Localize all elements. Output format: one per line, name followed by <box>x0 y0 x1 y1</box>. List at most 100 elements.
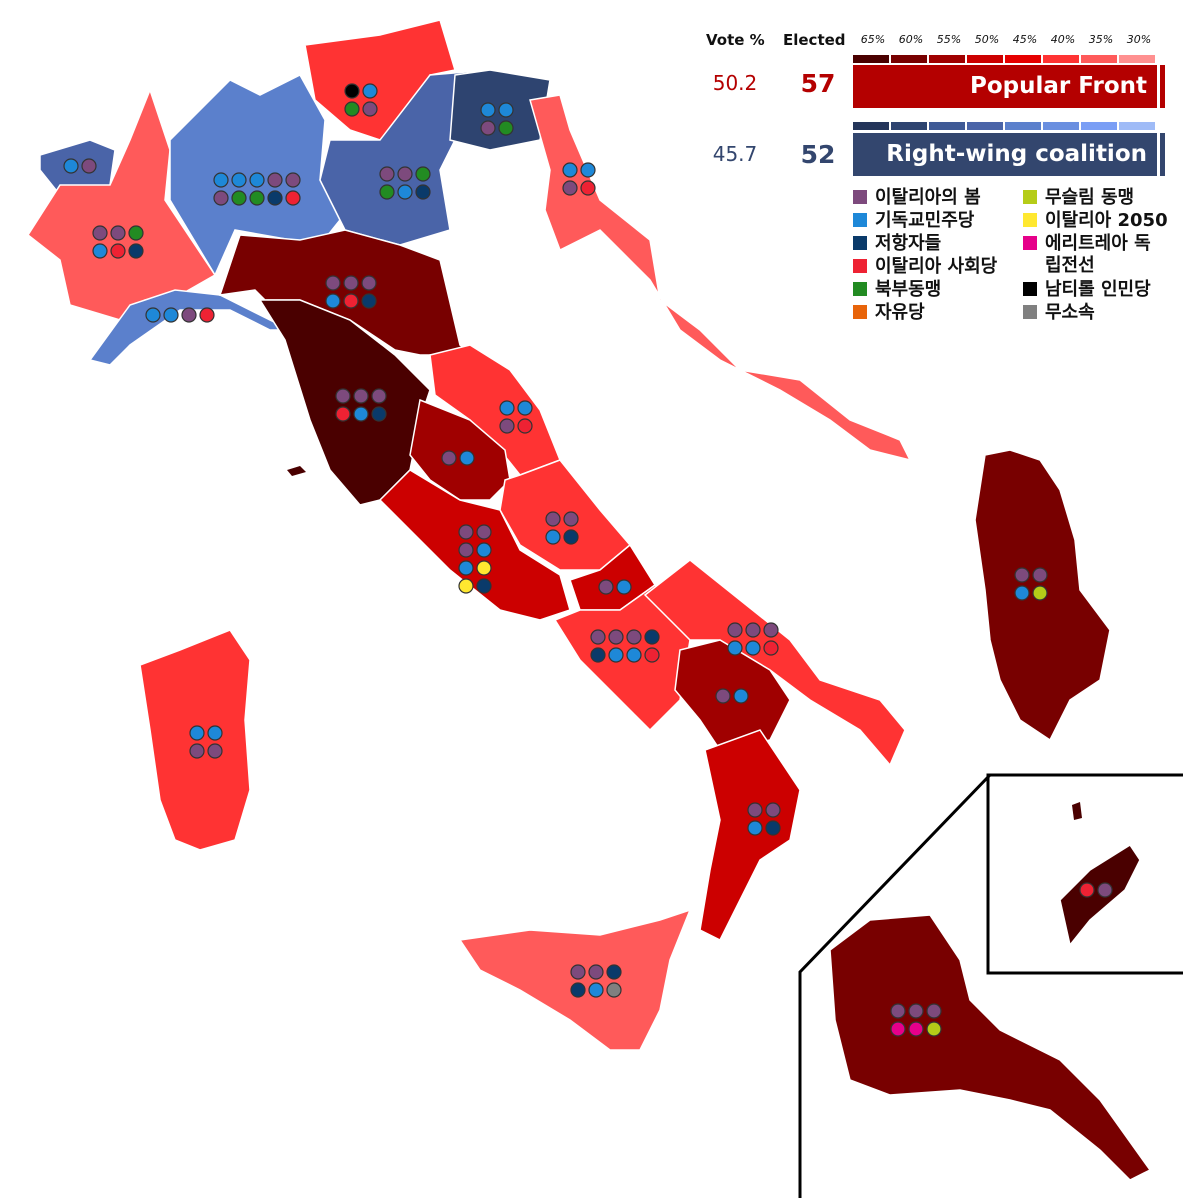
seat-dot-red <box>763 640 779 656</box>
legend-label: 기독교민주당 <box>875 210 975 231</box>
legend-swatch <box>853 190 867 204</box>
scale-swatch <box>891 55 927 63</box>
region-calabria[interactable] <box>699 729 801 942</box>
seat-dot-blue <box>745 640 761 656</box>
seat-dot-purple <box>570 964 586 980</box>
scale-swatch <box>1005 122 1041 130</box>
seat-dot-purple <box>588 964 604 980</box>
seat-dot-purple <box>499 418 515 434</box>
seat-dot-purple <box>353 388 369 404</box>
seat-dot-blue <box>325 293 341 309</box>
region-sicily[interactable] <box>458 908 692 1051</box>
seat-dot-navy <box>563 529 579 545</box>
seat-dot-purple <box>1014 567 1030 583</box>
seat-dot-green <box>344 101 360 117</box>
seat-dot-purple <box>562 180 578 196</box>
seat-dot-blue <box>562 162 578 178</box>
scale-swatch <box>853 122 889 130</box>
seat-dot-purple <box>747 802 763 818</box>
seat-dot-red <box>644 647 660 663</box>
scale-swatch <box>1043 122 1079 130</box>
seat-dot-purple <box>441 450 457 466</box>
region-dalmatia[interactable] <box>529 94 912 462</box>
popular-front-elected: 57 <box>800 69 836 98</box>
seat-dot-purple <box>598 579 614 595</box>
popular-front-bar-end <box>1160 65 1165 108</box>
seat-dot-navy <box>476 578 492 594</box>
blue-scale <box>853 122 1155 130</box>
right-wing-elected: 52 <box>800 140 836 169</box>
seat-dot-purple <box>763 622 779 638</box>
seat-dot-navy <box>415 184 431 200</box>
popular-front-bar: Popular Front <box>853 65 1157 108</box>
seat-dot-red <box>343 293 359 309</box>
legend-label: 에리트레아 독립전선 <box>1045 233 1151 276</box>
legend-item-purple: 이탈리아의 봄 <box>853 187 981 209</box>
seat-dot-purple <box>343 275 359 291</box>
seat-dot-blue <box>517 400 533 416</box>
seat-dot-blue <box>545 529 561 545</box>
legend-item-green: 북부동맹 <box>853 279 941 301</box>
seat-dot-green <box>231 190 247 206</box>
legend-swatch <box>1023 236 1037 250</box>
seat-dot-navy <box>371 406 387 422</box>
legend-swatch <box>1023 282 1037 296</box>
seat-dot-purple <box>189 743 205 759</box>
seat-dot-lime <box>926 1021 942 1037</box>
scale-swatch <box>1081 122 1117 130</box>
seat-dot-purple <box>110 225 126 241</box>
seat-dot-yellow <box>476 560 492 576</box>
seat-dot-blue <box>580 162 596 178</box>
seat-dot-purple <box>745 622 761 638</box>
seat-dot-black <box>344 83 360 99</box>
scale-swatch <box>967 55 1003 63</box>
seat-dot-blue <box>397 184 413 200</box>
seat-dot-purple <box>181 307 197 323</box>
seat-dot-blue <box>362 83 378 99</box>
seat-dot-navy <box>644 629 660 645</box>
legend-label: 무소속 <box>1045 302 1095 323</box>
seat-dot-purple <box>371 388 387 404</box>
scale-tick: 50% <box>974 33 1000 46</box>
scale-swatch <box>1005 55 1041 63</box>
legend-swatch <box>1023 190 1037 204</box>
scale-swatch <box>929 55 965 63</box>
seat-dot-navy <box>570 982 586 998</box>
scale-tick: 30% <box>1126 33 1152 46</box>
region-umbria[interactable] <box>409 398 511 501</box>
elected-header: Elected <box>783 31 846 49</box>
island-small <box>1072 802 1082 820</box>
seat-dot-purple <box>379 166 395 182</box>
seat-dot-blue <box>727 640 743 656</box>
region-eritrea[interactable] <box>829 914 1152 1181</box>
right-wing-bar: Right-wing coalition <box>853 133 1157 176</box>
seat-dot-purple <box>1097 882 1113 898</box>
seat-dot-blue <box>231 172 247 188</box>
seat-dot-navy <box>765 820 781 836</box>
seat-dot-purple <box>926 1003 942 1019</box>
scale-swatch <box>967 122 1003 130</box>
seat-dot-red <box>285 190 301 206</box>
seat-dot-blue <box>608 647 624 663</box>
seat-dot-blue <box>249 172 265 188</box>
legend-label: 이탈리아의 봄 <box>875 187 981 208</box>
region-liguria[interactable] <box>88 289 291 366</box>
region-veneto[interactable] <box>319 69 492 246</box>
seat-dot-red <box>110 243 126 259</box>
seat-dot-green <box>128 225 144 241</box>
seat-dot-blue <box>480 102 496 118</box>
legend-item-orange: 자유당 <box>853 302 925 324</box>
seat-dot-blue <box>189 725 205 741</box>
region-lazio[interactable] <box>378 469 571 621</box>
seat-dot-blue <box>476 542 492 558</box>
seat-dot-blue <box>207 725 223 741</box>
scale-swatch <box>891 122 927 130</box>
seat-dot-blue <box>63 158 79 174</box>
seat-dot-purple <box>476 524 492 540</box>
seat-dot-navy <box>267 190 283 206</box>
seat-dot-lime <box>1032 585 1048 601</box>
seat-dot-gray <box>606 982 622 998</box>
seat-dot-red <box>1079 882 1095 898</box>
region-piedmont[interactable] <box>27 87 217 321</box>
